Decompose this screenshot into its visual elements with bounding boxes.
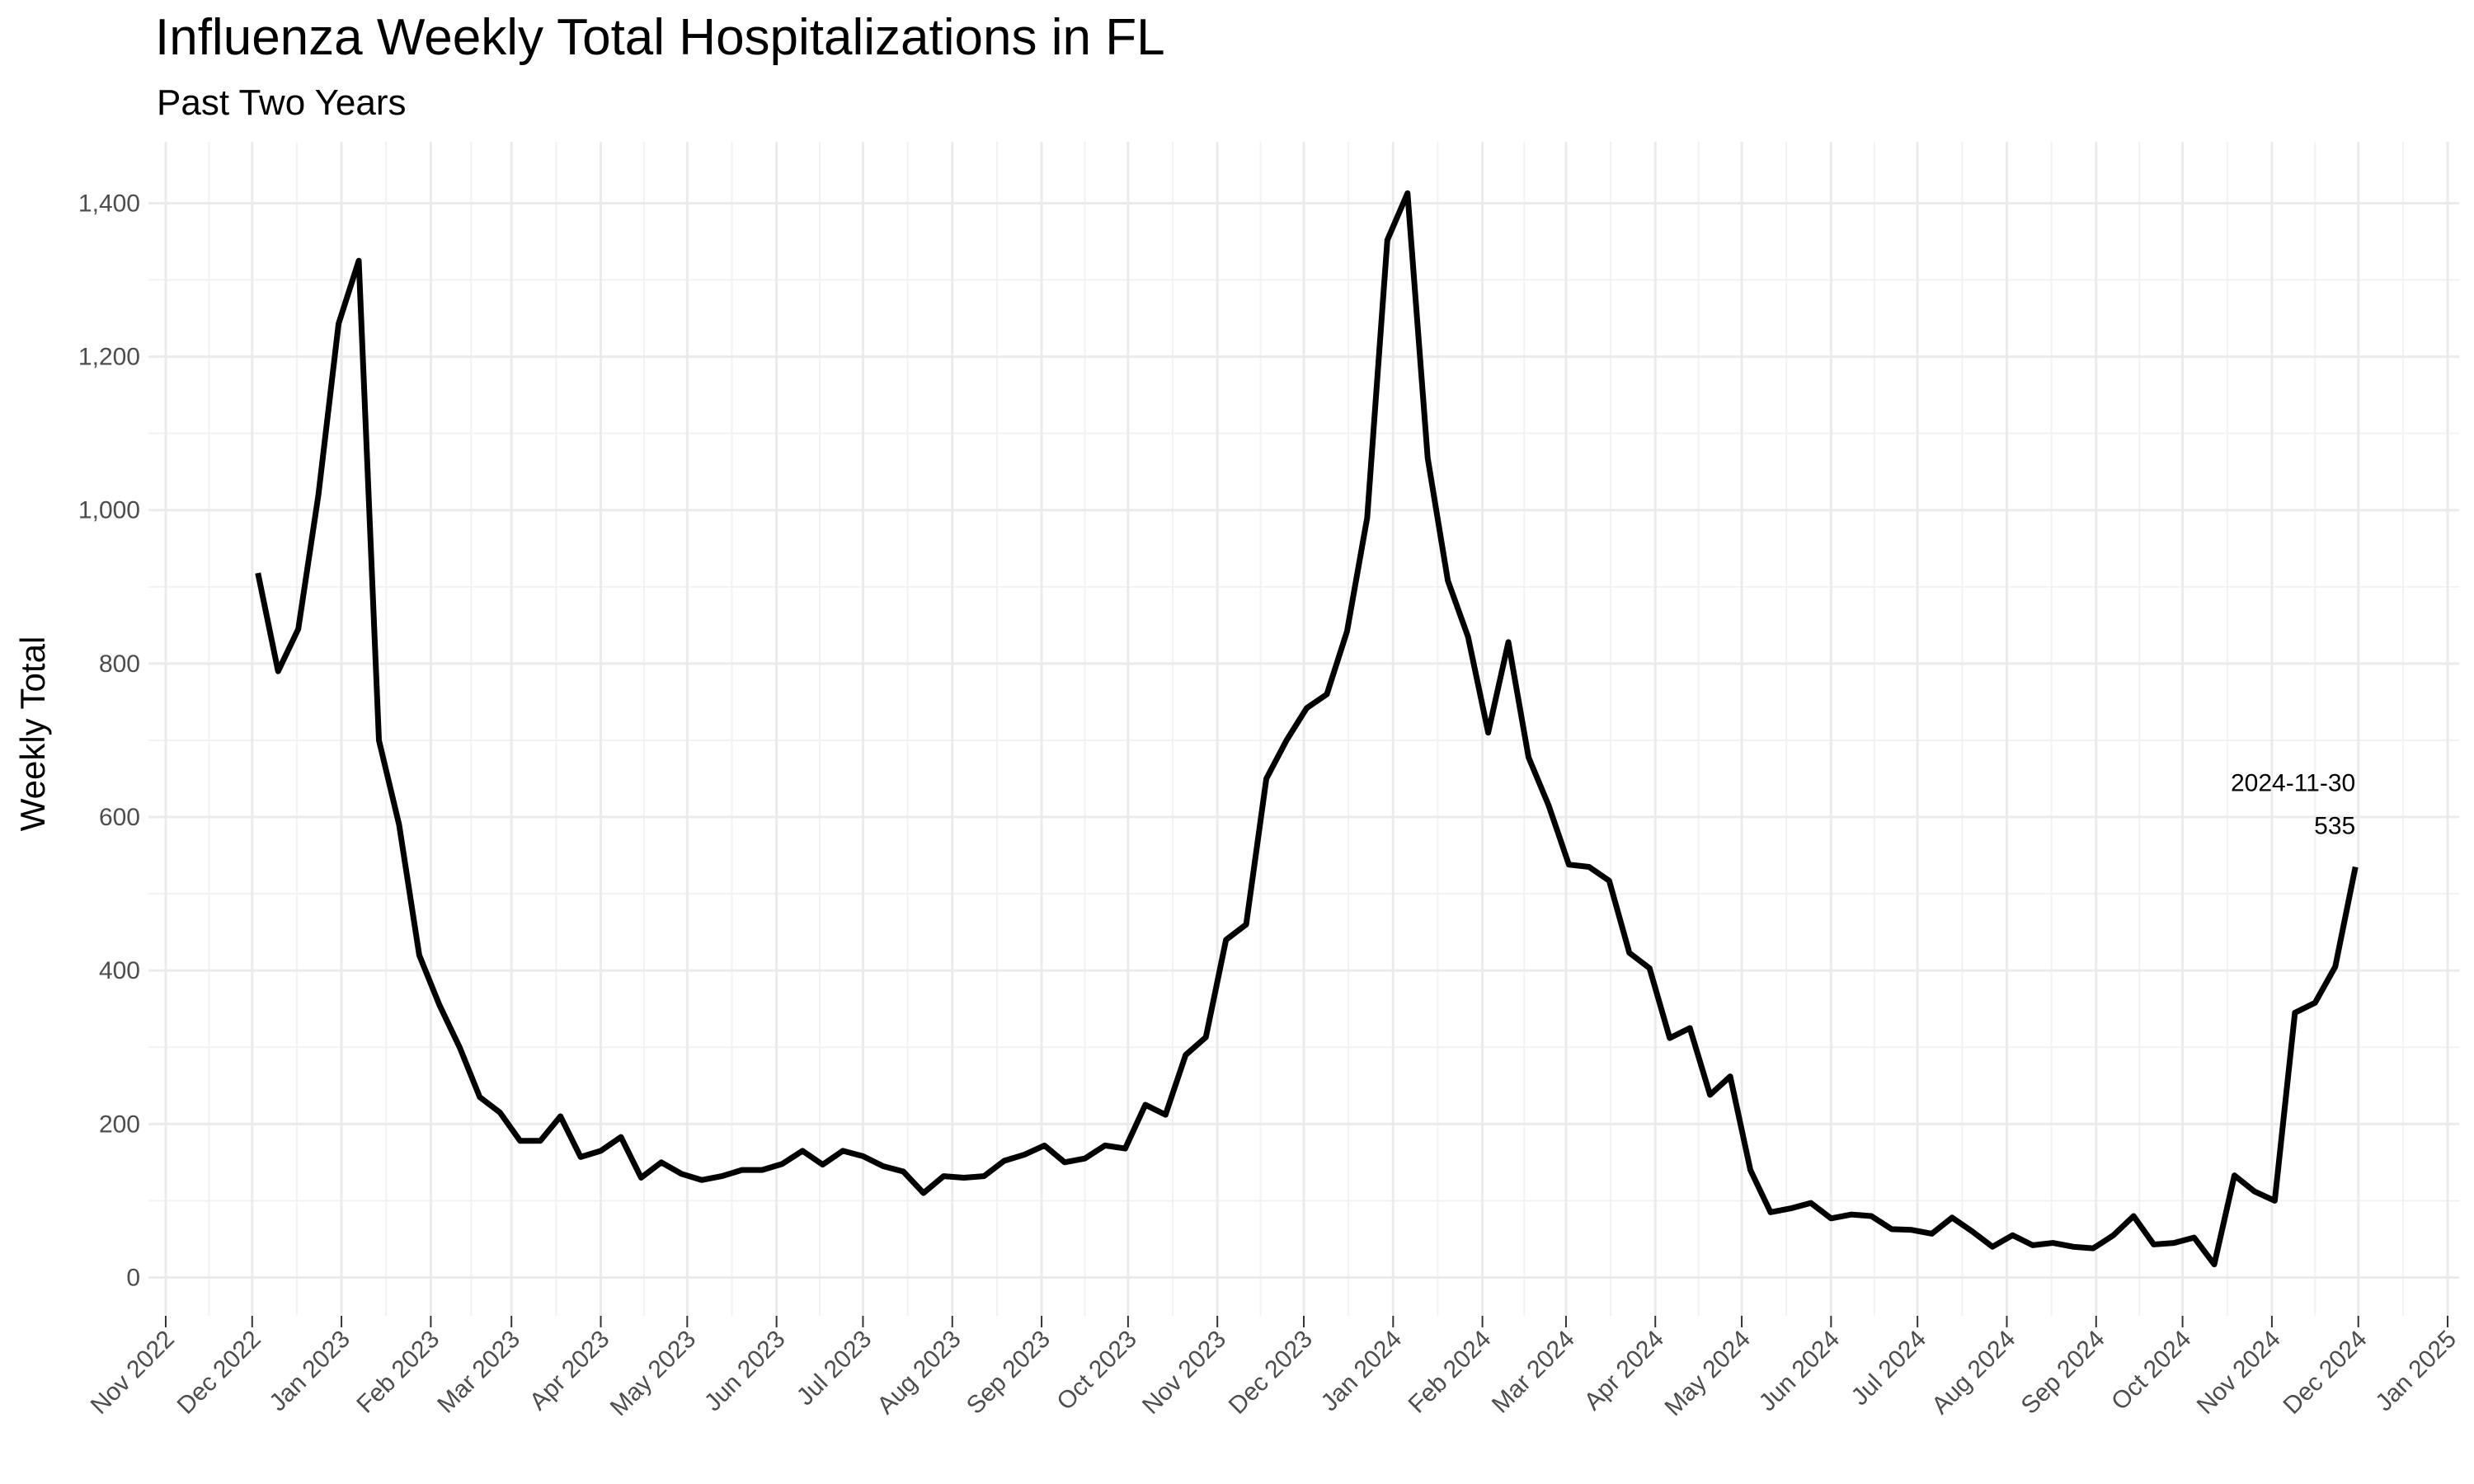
x-tick-label: Dec 2022	[172, 1326, 266, 1420]
chart-title: Influenza Weekly Total Hospitalizations …	[155, 9, 1165, 66]
y-tick-label: 200	[99, 1111, 140, 1138]
x-tick-label: Aug 2024	[1926, 1326, 2020, 1420]
x-tick-label: Nov 2023	[1137, 1326, 1231, 1420]
x-tick-label: Dec 2024	[2279, 1326, 2373, 1420]
y-tick-label: 1,400	[78, 190, 140, 217]
series-line	[255, 190, 2359, 1268]
y-tick-label: 400	[99, 957, 140, 984]
annotation-date: 2024-11-30	[2231, 770, 2355, 797]
x-tick-label: Nov 2022	[86, 1326, 180, 1420]
major-gridlines	[148, 142, 2459, 1316]
x-tick-label: May 2023	[605, 1326, 701, 1421]
y-tick-label: 1,200	[78, 344, 140, 371]
x-tick-label: Jan 2023	[264, 1326, 355, 1417]
chart-subtitle: Past Two Years	[157, 82, 407, 123]
x-tick-label: Aug 2023	[872, 1326, 967, 1420]
x-tick-label: Jul 2023	[792, 1326, 877, 1411]
y-tick-label: 1,000	[78, 497, 140, 524]
x-tick-label: Jan 2024	[1316, 1326, 1408, 1417]
x-tick-label: Feb 2024	[1404, 1326, 1497, 1419]
x-tick-label: Feb 2023	[351, 1326, 444, 1419]
x-tick-label: Nov 2024	[2192, 1326, 2286, 1420]
x-tick-label: Sep 2024	[2016, 1326, 2110, 1420]
x-tick-label: Oct 2024	[2106, 1326, 2196, 1416]
y-tick-label: 800	[99, 650, 140, 678]
annotation-value: 535	[2314, 813, 2355, 840]
annotation-layer: 2024-11-30 535	[2231, 770, 2355, 840]
x-tick-label: Apr 2024	[1579, 1326, 1669, 1416]
y-tick-label: 600	[99, 804, 140, 831]
x-tick-label: Dec 2023	[1224, 1326, 1318, 1420]
y-tick-label: 0	[126, 1264, 140, 1291]
x-tick-label: Mar 2023	[432, 1326, 525, 1419]
x-tick-label: Jun 2023	[699, 1326, 791, 1417]
x-tick-label: Jul 2024	[1846, 1326, 1932, 1411]
series-layer	[255, 190, 2359, 1268]
x-tick-label: Jun 2024	[1754, 1326, 1846, 1417]
x-tick-label: Oct 2023	[1051, 1326, 1141, 1416]
x-tick-label: May 2024	[1660, 1326, 1756, 1421]
x-tick-label: Jan 2025	[2370, 1326, 2462, 1417]
x-tick-label: Mar 2024	[1487, 1326, 1580, 1419]
y-axis-ticks: 0 200 400 600 800 1,000 1,200 1,400	[78, 190, 140, 1291]
x-tick-label: Apr 2023	[524, 1326, 614, 1416]
x-tick-label: Sep 2023	[962, 1326, 1056, 1420]
